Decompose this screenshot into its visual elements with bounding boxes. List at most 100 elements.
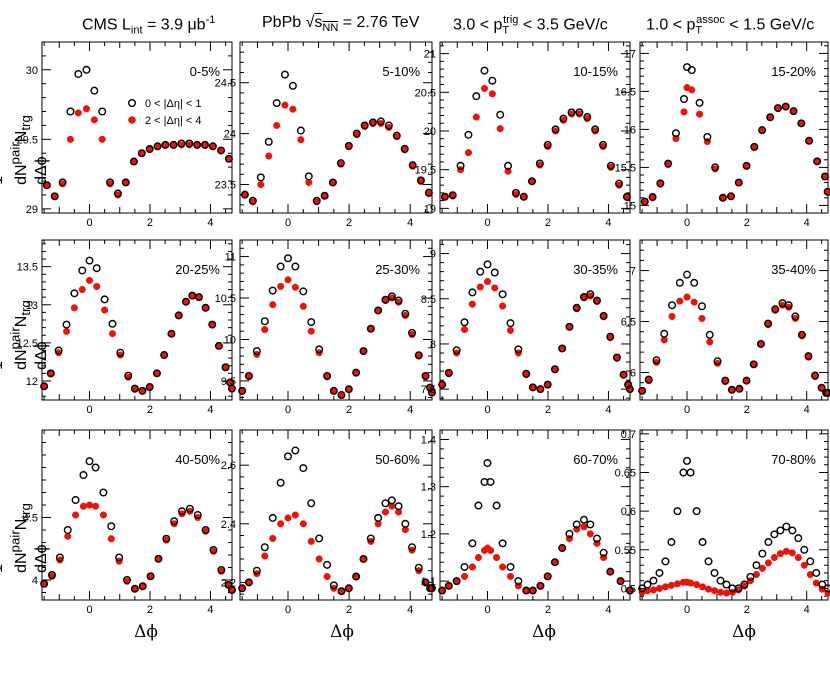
- data-point-open: [181, 297, 190, 306]
- data-point-open: [106, 178, 115, 187]
- data-point-filled: [323, 573, 331, 581]
- header-luminosity: CMS Lint = 3.9 μb-1: [82, 14, 216, 37]
- panel-30-35%: 0 2 4 7.5 8 8.5 9 30-35%: [421, 239, 634, 416]
- data-point-filled: [464, 149, 472, 157]
- data-point-open: [514, 577, 523, 586]
- data-point-open: [252, 347, 261, 356]
- data-point-open: [408, 328, 417, 337]
- x-tick-label: 4: [605, 604, 611, 616]
- panel-40-50%: 0 2 4 4 4.5 40-50%: [23, 429, 236, 616]
- panel-frame: [239, 239, 433, 401]
- data-point-open: [209, 546, 218, 555]
- data-point-open: [522, 369, 531, 378]
- x-axis-label-col4: Δϕ: [732, 622, 756, 642]
- data-point-open: [820, 172, 829, 181]
- data-point-open: [488, 76, 497, 85]
- data-point-open: [360, 121, 369, 130]
- data-point-open: [788, 526, 797, 535]
- data-point-open: [50, 192, 59, 201]
- data-point-open: [320, 191, 329, 200]
- data-point-open: [572, 520, 581, 529]
- data-point-filled: [460, 325, 469, 334]
- data-point-open: [359, 347, 368, 356]
- y-tick-label: 7: [630, 266, 636, 278]
- centrality-label: 0-5%: [190, 64, 221, 79]
- data-point-filled: [108, 330, 117, 338]
- data-point-open: [638, 386, 647, 395]
- data-point-open: [185, 139, 194, 148]
- data-point-filled: [696, 110, 704, 118]
- data-point-open: [690, 278, 699, 287]
- y-tick-label: 15.5: [615, 162, 636, 174]
- data-point-open: [483, 459, 492, 468]
- data-point-open: [742, 161, 751, 170]
- data-point-open: [146, 572, 155, 581]
- data-point-open: [130, 384, 139, 393]
- centrality-label: 5-10%: [382, 64, 420, 79]
- data-point-open: [154, 554, 163, 563]
- x-tick-label: 4: [207, 404, 213, 416]
- data-point-open: [138, 582, 147, 591]
- data-point-open: [414, 351, 423, 360]
- data-point-open: [536, 581, 545, 590]
- y-tick-label: 4.5: [23, 513, 38, 525]
- data-point-filled: [496, 125, 504, 133]
- data-point-open: [160, 351, 169, 360]
- centrality-label: 25-30%: [375, 262, 420, 277]
- data-point-open: [115, 553, 124, 562]
- data-point-open: [91, 463, 100, 472]
- data-point-open: [698, 538, 707, 547]
- data-point-open: [394, 502, 403, 511]
- data-point-open: [734, 584, 743, 593]
- y-tick-label: 0.7: [621, 429, 636, 441]
- data-point-filled: [788, 549, 796, 557]
- data-point-open: [804, 352, 813, 361]
- data-point-open: [177, 139, 186, 148]
- data-point-open: [476, 267, 485, 276]
- data-point-open: [145, 383, 154, 392]
- data-point-filled: [693, 580, 701, 589]
- data-point-filled: [672, 134, 680, 143]
- data-point-open: [652, 356, 661, 365]
- panel-20-25%: 0 2 4 12 12.5 13 13.5 20-25%: [17, 239, 236, 416]
- data-point-filled: [277, 520, 285, 528]
- data-point-open: [591, 125, 600, 134]
- data-point-open: [710, 568, 719, 577]
- data-point-open: [153, 142, 162, 151]
- data-point-open: [606, 161, 615, 170]
- data-point-open: [129, 157, 138, 166]
- data-point-open: [376, 117, 385, 126]
- data-point-open: [276, 478, 285, 487]
- data-point-open: [704, 557, 713, 566]
- data-point-filled: [661, 583, 670, 591]
- data-point-open: [750, 142, 759, 151]
- panel-25-30%: 0 2 4 9.5 10 10.5 11 25-30%: [215, 239, 436, 416]
- y-tick-label: 21: [424, 49, 436, 61]
- y-tick-label: 30: [26, 65, 38, 77]
- data-point-open: [296, 126, 305, 135]
- data-point-filled: [580, 523, 588, 531]
- data-point-open: [58, 178, 67, 187]
- data-point-open: [323, 371, 332, 380]
- y-tick-label: 0.65: [615, 468, 636, 480]
- data-point-open: [421, 578, 430, 587]
- y-tick-label: 0.55: [615, 545, 636, 557]
- data-point-open: [288, 81, 297, 90]
- data-point-open: [638, 584, 647, 593]
- y-tick-label: 7.5: [421, 384, 436, 396]
- data-point-open: [579, 515, 588, 524]
- y-tick-label: 12.5: [17, 338, 38, 350]
- data-point-filled: [676, 297, 684, 305]
- data-point-filled: [269, 301, 277, 309]
- x-tick-label: 0: [86, 404, 92, 416]
- data-point-open: [592, 534, 601, 543]
- data-point-open: [444, 368, 453, 377]
- data-point-open: [438, 380, 447, 389]
- data-point-open: [116, 348, 125, 357]
- data-point-open: [394, 296, 403, 305]
- data-point-open: [167, 329, 176, 338]
- data-point-open: [640, 197, 649, 206]
- data-point-open: [758, 126, 767, 135]
- data-point-open: [811, 371, 820, 380]
- data-point-open: [185, 504, 194, 513]
